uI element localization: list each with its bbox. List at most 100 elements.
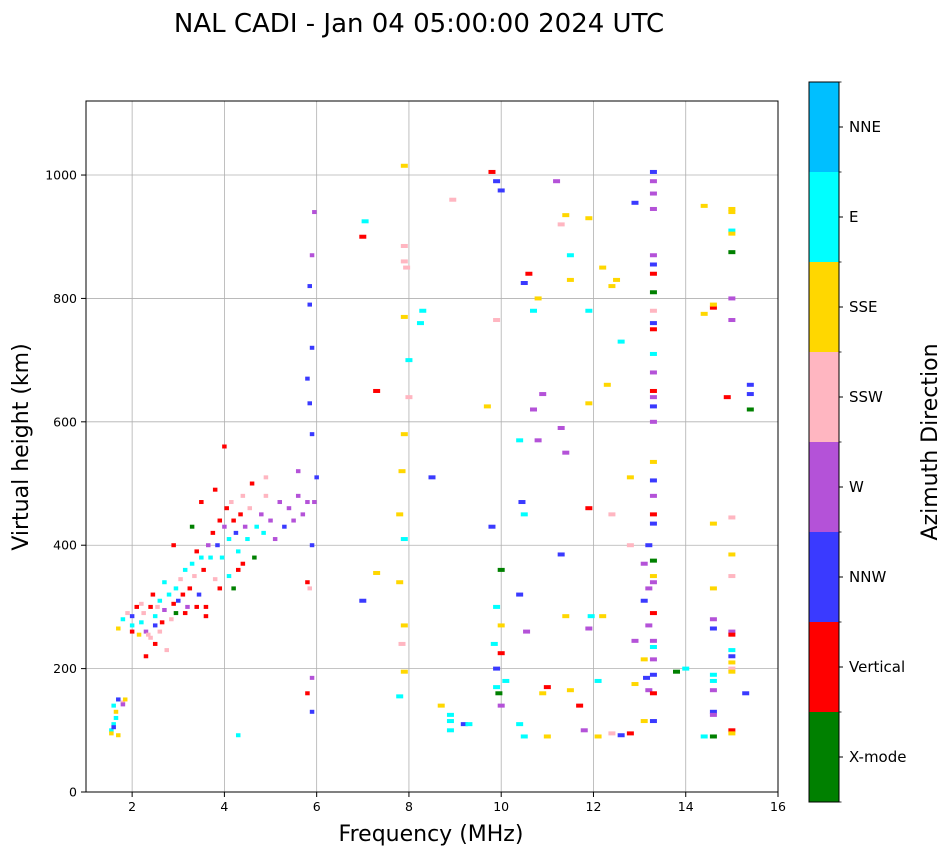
data-point [178,577,183,582]
data-point [649,308,657,313]
data-point [746,382,754,387]
data-point [116,733,121,738]
data-point [723,395,731,400]
data-point [746,407,754,412]
data-point [645,586,653,591]
data-point [405,395,413,400]
data-point [169,617,174,622]
data-point [700,203,708,208]
data-point [398,469,406,474]
data-point [543,685,551,690]
data-point [400,314,408,319]
data-point [146,632,151,637]
data-point [649,370,657,375]
data-point [529,308,537,313]
data-point [728,629,736,634]
data-point [194,604,199,609]
data-point [235,733,241,738]
x-tick-label: 12 [586,799,602,814]
data-point [493,318,501,323]
data-point [608,731,616,736]
data-point [640,657,648,662]
data-point [543,734,551,739]
data-point [187,586,193,591]
data-point [400,432,408,437]
data-point [566,253,574,258]
data-point [148,635,153,640]
data-point [155,604,160,609]
data-point [523,629,531,634]
data-point [640,598,648,603]
data-point [525,271,533,276]
data-point [649,321,657,326]
y-tick-label: 200 [53,661,77,676]
data-point [728,228,736,233]
data-point [116,697,121,702]
data-point [603,382,611,387]
data-point [520,734,528,739]
data-point [497,567,505,572]
data-point [446,712,454,717]
x-tick-label: 2 [128,799,136,814]
data-point [309,253,315,258]
data-point [141,611,146,616]
data-point [309,543,315,548]
data-point [649,521,657,526]
data-point [206,543,211,548]
y-tick-label: 1000 [45,168,77,183]
data-point [649,459,657,464]
data-point [585,506,593,511]
x-axis-label: Frequency (MHz) [339,822,524,847]
data-point [277,500,283,505]
data-point [157,629,163,634]
data-point [446,728,454,733]
data-point [746,392,754,397]
data-point [307,401,312,406]
data-point [396,580,404,585]
colorbar-segment [809,262,839,352]
data-point [199,500,204,505]
data-point [539,691,547,696]
data-point [148,604,153,609]
data-point [259,512,264,517]
data-point [728,231,736,236]
data-point [405,358,413,363]
data-point [122,697,128,702]
data-point [709,709,717,714]
data-point [309,709,315,714]
x-tick-label: 16 [770,799,786,814]
data-point [416,321,424,326]
data-point [162,580,167,585]
data-point [152,614,158,619]
y-axis-label: Virtual height (km) [9,343,34,550]
data-point [566,277,574,282]
data-point [203,604,209,609]
data-point [488,169,496,174]
data-point [400,623,408,628]
data-point [398,641,406,646]
data-point [143,654,149,659]
data-point [309,345,315,350]
data-point [113,709,119,714]
data-point [649,169,657,174]
data-point [212,577,218,582]
data-point [497,188,505,193]
data-point [111,703,116,708]
colorbar: X-mode Vertical NNW W SSW SSE E NNE [808,81,906,803]
data-point [645,688,653,693]
data-point [649,638,657,643]
data-point [396,694,404,699]
data-point [449,197,457,202]
data-point [359,234,367,239]
data-point [493,179,501,184]
data-point [307,284,312,289]
data-point [162,607,167,612]
data-point [709,305,717,310]
data-point [587,614,595,619]
data-point [626,475,634,480]
data-point [136,632,142,637]
x-axis-ticks: 2 4 6 8 10 12 14 16 [128,792,786,814]
data-point [373,570,381,575]
data-point [649,574,657,579]
data-point [208,555,213,560]
